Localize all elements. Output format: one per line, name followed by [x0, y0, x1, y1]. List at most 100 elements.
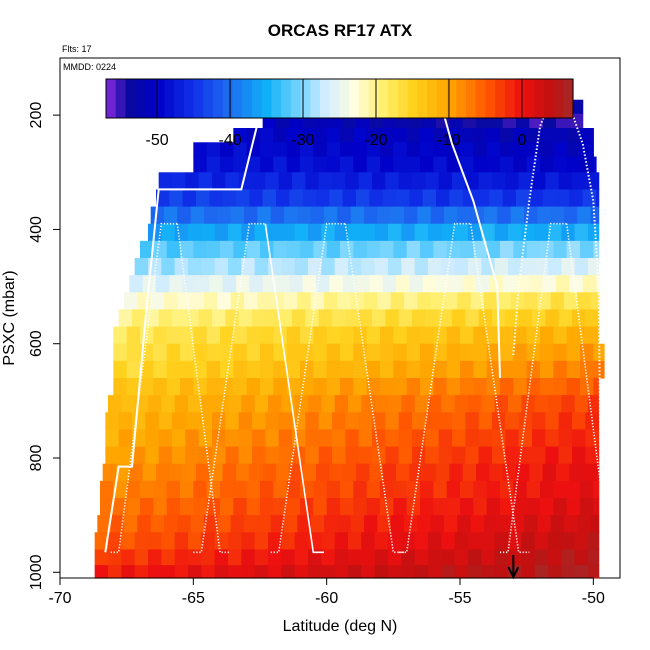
heatmap-cell [433, 360, 448, 379]
heatmap-cell [158, 429, 173, 448]
heatmap-cell [273, 156, 288, 173]
heatmap-cell [556, 463, 570, 482]
heatmap-cell [526, 156, 541, 173]
heatmap-cell [380, 480, 394, 499]
heatmap-cell [94, 532, 109, 551]
heatmap-cell [385, 429, 400, 448]
heatmap-cell [460, 498, 474, 516]
heatmap-cell [292, 172, 306, 191]
heatmap-cell [524, 292, 538, 311]
heatmap-cell [500, 343, 514, 362]
heatmap-cell [316, 189, 330, 208]
heatmap-cell [380, 360, 394, 379]
heatmap-cell [374, 549, 389, 566]
heatmap-cell [393, 240, 408, 259]
heatmap-cell [262, 189, 277, 208]
heatmap-cell [486, 156, 501, 173]
heatmap-cell [150, 515, 165, 533]
heatmap-cell [276, 189, 290, 208]
heatmap-cell [428, 395, 442, 413]
heatmap-cell [284, 292, 298, 311]
heatmap-cell [388, 565, 402, 579]
heatmap-cell [452, 309, 466, 328]
heatmap-cell [268, 549, 282, 566]
heatmap-cell [585, 446, 600, 465]
heatmap-cell [209, 275, 224, 293]
heatmap-cell [380, 498, 394, 516]
colorbar-swatch [514, 79, 525, 118]
heatmap-cell [540, 326, 554, 345]
heatmap-cell [308, 223, 322, 242]
heatmap-cell [553, 343, 568, 362]
heatmap-cell [113, 360, 128, 379]
heatmap-cell [249, 275, 264, 293]
heatmap-cell [558, 429, 573, 448]
heatmap-cell [281, 532, 296, 551]
heatmap-cell [180, 498, 194, 516]
heatmap-cell [238, 429, 253, 448]
profile-ascent [500, 222, 567, 554]
colorbar-swatch [417, 79, 428, 118]
heatmap-cell [494, 258, 509, 276]
heatmap-cell [353, 360, 368, 379]
heatmap-cell [353, 128, 368, 143]
heatmap-cell [548, 565, 562, 579]
heatmap-cell [508, 549, 522, 566]
heatmap-cell [580, 343, 594, 362]
heatmap-cell [580, 128, 594, 143]
heatmap-cell [201, 395, 216, 413]
heatmap-cell [433, 498, 448, 516]
heatmap-cell [230, 206, 245, 225]
heatmap-cell [497, 206, 512, 225]
heatmap-cell [201, 223, 216, 242]
heatmap-cell [254, 223, 269, 242]
heatmap-cell [238, 412, 253, 431]
heatmap-cell [486, 498, 501, 516]
heatmap-cell [172, 446, 186, 465]
colorbar-swatch [251, 79, 263, 118]
heatmap-cell [273, 378, 288, 396]
heatmap-cell [134, 258, 149, 276]
heatmap-cell [526, 142, 541, 158]
heatmap-cell [153, 498, 168, 516]
heatmap-cell [140, 360, 154, 379]
heatmap-cell [316, 275, 330, 293]
heatmap-cell [588, 223, 600, 242]
heatmap-cell [156, 275, 170, 293]
heatmap-cell [510, 292, 525, 311]
heatmap-cell [566, 142, 581, 158]
heatmap-cell [529, 275, 544, 293]
heatmap-cell [225, 412, 240, 431]
heatmap-cell [513, 240, 528, 259]
heatmap-cell [473, 378, 488, 396]
heatmap-cell [180, 240, 194, 259]
heatmap-cell [273, 142, 288, 158]
heatmap-cell [361, 223, 376, 242]
heatmap-cell [113, 480, 128, 499]
heatmap-cell [297, 292, 312, 311]
heatmap-cell [326, 128, 341, 143]
heatmap-cell [580, 498, 594, 516]
x-tick-label: -65 [182, 590, 205, 607]
heatmap-cell [481, 395, 496, 413]
heatmap-cell [196, 189, 210, 208]
heatmap-cell [521, 549, 536, 566]
heatmap-cell [481, 258, 496, 276]
heatmap-cell [433, 128, 448, 143]
heatmap-cell [553, 326, 568, 345]
heatmap-cell [366, 156, 381, 173]
heatmap-cell [502, 463, 517, 482]
heatmap-cell [478, 412, 493, 431]
heatmap-cell [420, 378, 434, 396]
heatmap-cell [412, 309, 426, 328]
heatmap-cell [580, 360, 594, 379]
heatmap-cell [569, 275, 584, 293]
heatmap-cell [174, 258, 189, 276]
heatmap-cell [580, 142, 594, 158]
heatmap-cell [156, 189, 170, 208]
heatmap-cell [516, 189, 530, 208]
heatmap-cell [321, 395, 336, 413]
colorbar-swatch [358, 79, 370, 118]
heatmap-cell [588, 395, 600, 413]
heatmap-cell [172, 412, 186, 431]
